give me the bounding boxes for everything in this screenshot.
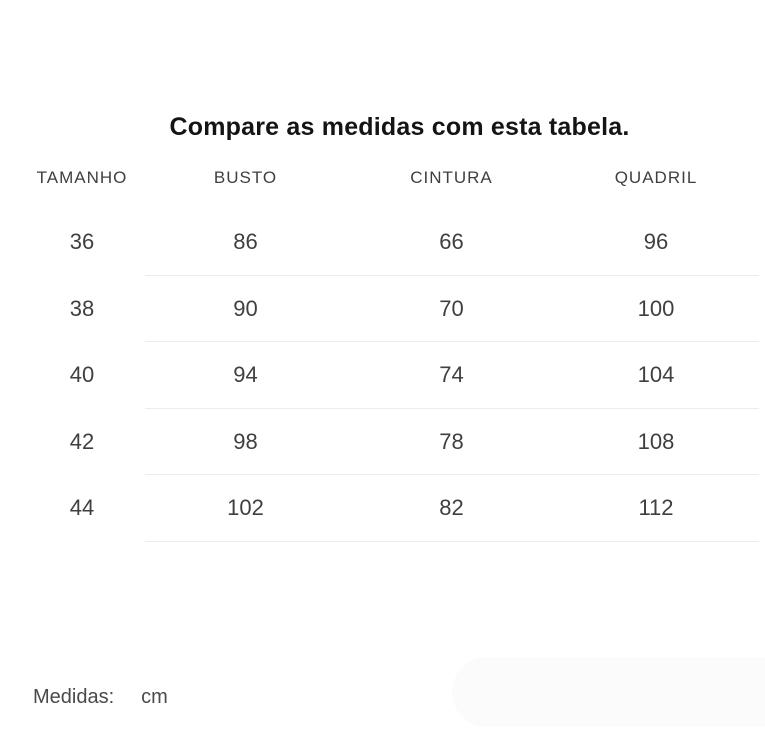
cell-quadril: 112 [638,495,674,521]
row-divider [145,474,759,475]
cell-busto: 90 [233,295,258,321]
cell-quadril: 96 [643,229,669,255]
table-body: 36 86 66 96 38 90 70 100 40 94 74 104 42… [0,209,765,542]
measurements-table: TAMANHO BUSTO CINTURA QUADRIL 36 86 66 9… [0,163,765,542]
cell-cintura: 74 [439,362,464,388]
table-row: 38 90 70 100 [0,276,765,342]
column-header-tamanho: TAMANHO [36,168,128,187]
cell-busto: 102 [227,495,264,521]
cell-tamanho: 36 [69,229,95,255]
table-row: 40 94 74 104 [0,342,765,409]
cell-cintura: 66 [439,229,464,255]
cell-busto: 94 [233,362,258,388]
table-row: 44 102 82 112 [0,475,765,542]
table-header-row: TAMANHO BUSTO CINTURA QUADRIL [0,163,765,193]
row-divider [145,407,759,409]
cell-quadril: 108 [637,428,675,454]
unit-value: cm [141,686,168,708]
page-title: Compare as medidas com esta tabela. [169,113,630,141]
table-row: 36 86 66 96 [0,209,765,276]
cell-quadril: 100 [637,295,675,321]
cell-cintura: 70 [439,295,464,321]
background-pill-shape [452,657,765,727]
cell-busto: 98 [233,428,258,454]
cell-tamanho: 38 [69,295,95,321]
column-header-busto: BUSTO [213,168,278,187]
column-header-cintura: CINTURA [410,168,493,187]
cell-cintura: 82 [439,495,464,521]
row-divider [145,274,759,276]
unit-label: Medidas: [33,686,115,708]
cell-quadril: 104 [637,362,675,388]
row-divider [145,341,759,342]
table-row: 42 98 78 108 [0,409,765,475]
cell-busto: 86 [233,229,258,255]
column-header-quadril: QUADRIL [614,168,698,187]
cell-cintura: 78 [439,428,464,454]
cell-tamanho: 42 [69,428,95,454]
measurement-unit-row: Medidas: cm [33,686,168,709]
cell-tamanho: 44 [69,495,95,521]
row-divider [145,540,759,542]
cell-tamanho: 40 [69,362,95,388]
